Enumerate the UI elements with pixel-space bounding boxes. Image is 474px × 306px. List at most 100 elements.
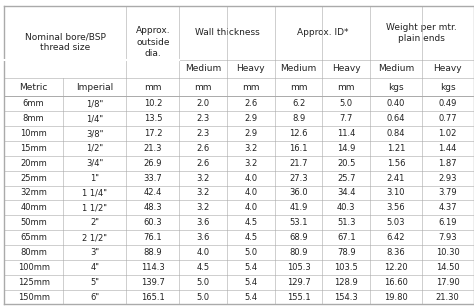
Text: 13.5: 13.5 <box>144 114 162 123</box>
Text: 2.3: 2.3 <box>197 114 210 123</box>
Text: 10mm: 10mm <box>20 129 47 138</box>
Text: 1 1/4": 1 1/4" <box>82 188 108 197</box>
Text: Weight per mtr.
plain ends: Weight per mtr. plain ends <box>386 23 457 43</box>
Text: 125mm: 125mm <box>18 278 50 287</box>
Text: 76.1: 76.1 <box>144 233 162 242</box>
Text: 4.0: 4.0 <box>245 203 257 212</box>
Text: Wall thickness: Wall thickness <box>195 28 259 37</box>
Text: Metric: Metric <box>19 83 48 92</box>
Text: 53.1: 53.1 <box>289 218 308 227</box>
Text: 1.21: 1.21 <box>387 144 405 153</box>
Text: 3": 3" <box>91 248 100 257</box>
Text: 1/2": 1/2" <box>86 144 103 153</box>
Text: 105.3: 105.3 <box>287 263 310 272</box>
Text: 17.2: 17.2 <box>144 129 162 138</box>
Text: 3.2: 3.2 <box>197 174 210 183</box>
Text: 3.56: 3.56 <box>387 203 405 212</box>
Text: 12.20: 12.20 <box>384 263 408 272</box>
Text: 51.3: 51.3 <box>337 218 356 227</box>
Text: 2.0: 2.0 <box>197 99 210 108</box>
Text: 3.2: 3.2 <box>197 203 210 212</box>
Text: 5.0: 5.0 <box>245 248 257 257</box>
Text: 60.3: 60.3 <box>144 218 162 227</box>
Text: 8.36: 8.36 <box>387 248 405 257</box>
Text: Heavy: Heavy <box>433 64 462 73</box>
Text: 2 1/2": 2 1/2" <box>82 233 108 242</box>
Text: 34.4: 34.4 <box>337 188 356 197</box>
Text: 11.4: 11.4 <box>337 129 356 138</box>
Text: 6.19: 6.19 <box>438 218 457 227</box>
Text: 36.0: 36.0 <box>289 188 308 197</box>
Text: 1.02: 1.02 <box>438 129 457 138</box>
Text: kgs: kgs <box>440 83 456 92</box>
Text: 15mm: 15mm <box>20 144 47 153</box>
Text: 103.5: 103.5 <box>335 263 358 272</box>
Text: 4.37: 4.37 <box>438 203 457 212</box>
Text: mm: mm <box>337 83 355 92</box>
Text: 154.3: 154.3 <box>335 293 358 301</box>
Text: 6mm: 6mm <box>23 99 45 108</box>
Text: 19.80: 19.80 <box>384 293 408 301</box>
Text: 2": 2" <box>91 218 100 227</box>
Text: 3/8": 3/8" <box>86 129 104 138</box>
Text: 21.7: 21.7 <box>289 159 308 168</box>
Text: 27.3: 27.3 <box>289 174 308 183</box>
Text: 128.9: 128.9 <box>335 278 358 287</box>
Text: 5.4: 5.4 <box>245 263 257 272</box>
Text: 2.6: 2.6 <box>197 159 210 168</box>
Text: 88.9: 88.9 <box>144 248 162 257</box>
Text: 25.7: 25.7 <box>337 174 356 183</box>
Text: 2.9: 2.9 <box>245 129 257 138</box>
Text: Heavy: Heavy <box>332 64 361 73</box>
Text: 32mm: 32mm <box>20 188 47 197</box>
Text: 78.9: 78.9 <box>337 248 356 257</box>
Text: 6.2: 6.2 <box>292 99 305 108</box>
Text: 4.5: 4.5 <box>245 233 257 242</box>
Text: 4.0: 4.0 <box>245 188 257 197</box>
Text: 40mm: 40mm <box>20 203 47 212</box>
Text: Heavy: Heavy <box>237 64 265 73</box>
Text: 33.7: 33.7 <box>144 174 162 183</box>
Text: 4.5: 4.5 <box>245 218 257 227</box>
Text: 165.1: 165.1 <box>141 293 165 301</box>
Text: 4.0: 4.0 <box>245 174 257 183</box>
Text: 40.3: 40.3 <box>337 203 356 212</box>
Text: 7.7: 7.7 <box>340 114 353 123</box>
Text: 16.1: 16.1 <box>289 144 308 153</box>
Text: 6.42: 6.42 <box>387 233 405 242</box>
Text: mm: mm <box>144 83 162 92</box>
Text: Medium: Medium <box>281 64 317 73</box>
Text: 5.03: 5.03 <box>387 218 405 227</box>
Text: 80mm: 80mm <box>20 248 47 257</box>
Text: 14.9: 14.9 <box>337 144 356 153</box>
Text: 155.1: 155.1 <box>287 293 310 301</box>
Text: mm: mm <box>194 83 212 92</box>
Text: 50mm: 50mm <box>20 218 47 227</box>
Text: 6": 6" <box>91 293 100 301</box>
Text: 3.2: 3.2 <box>244 144 257 153</box>
Text: 2.41: 2.41 <box>387 174 405 183</box>
Text: 16.60: 16.60 <box>384 278 408 287</box>
Text: 1/8": 1/8" <box>86 99 103 108</box>
Text: 80.9: 80.9 <box>289 248 308 257</box>
Text: 2.9: 2.9 <box>245 114 257 123</box>
Text: 67.1: 67.1 <box>337 233 356 242</box>
Text: 10.2: 10.2 <box>144 99 162 108</box>
Text: 3.2: 3.2 <box>244 159 257 168</box>
Text: kgs: kgs <box>388 83 404 92</box>
Text: 5.0: 5.0 <box>197 278 210 287</box>
Text: 26.9: 26.9 <box>144 159 162 168</box>
Text: 114.3: 114.3 <box>141 263 165 272</box>
Text: 20.5: 20.5 <box>337 159 356 168</box>
Text: 10.30: 10.30 <box>436 248 460 257</box>
Text: 5.4: 5.4 <box>245 293 257 301</box>
Text: 1/4": 1/4" <box>86 114 103 123</box>
Text: 3/4": 3/4" <box>86 159 103 168</box>
Text: 12.6: 12.6 <box>289 129 308 138</box>
Text: 1.87: 1.87 <box>438 159 457 168</box>
Text: 5": 5" <box>91 278 100 287</box>
Text: 2.93: 2.93 <box>438 174 457 183</box>
Text: 42.4: 42.4 <box>144 188 162 197</box>
Text: Medium: Medium <box>378 64 414 73</box>
Text: 65mm: 65mm <box>20 233 47 242</box>
